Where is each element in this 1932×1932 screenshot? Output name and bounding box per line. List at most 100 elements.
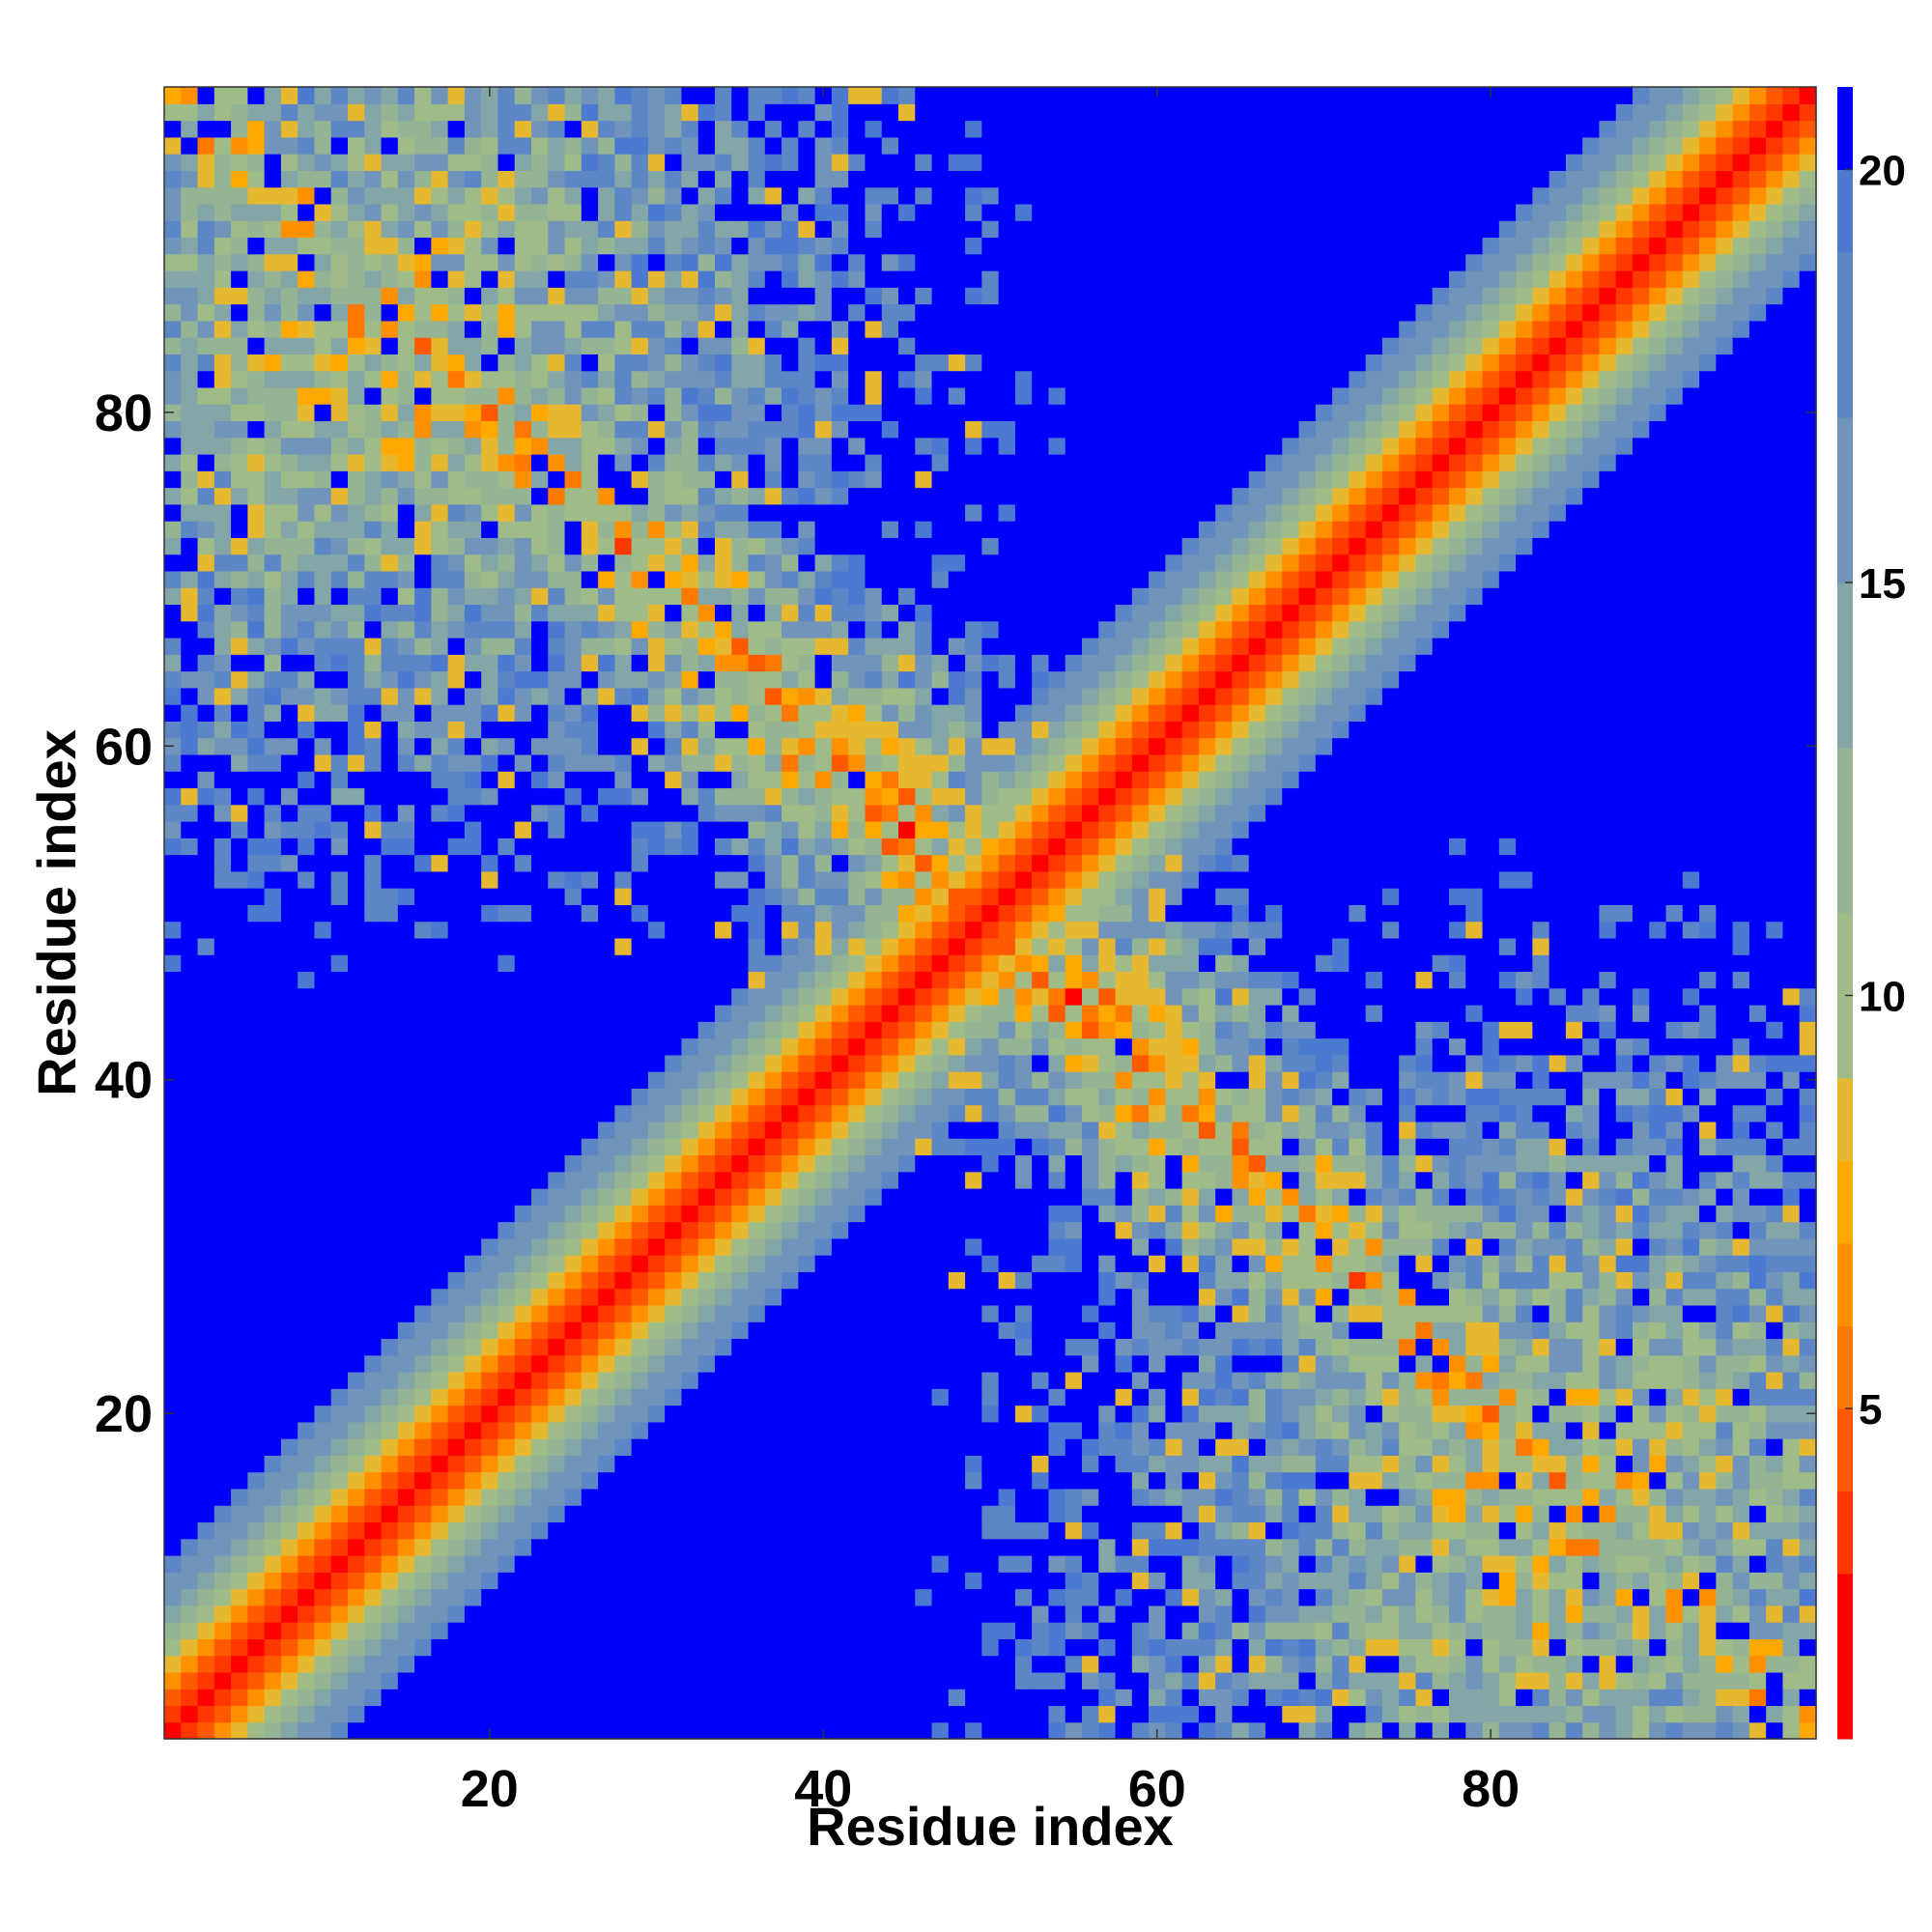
heatmap-cell (264, 804, 282, 822)
heatmap-cell (414, 521, 432, 538)
heatmap-cell (514, 437, 532, 455)
heatmap-cell (231, 186, 248, 205)
heatmap-cell (798, 170, 816, 188)
heatmap-cell (431, 154, 449, 171)
heatmap-cell (514, 337, 532, 355)
heatmap-cell (247, 654, 266, 672)
heatmap-cell (431, 454, 449, 471)
heatmap-cell (280, 1388, 298, 1406)
heatmap-cell (697, 103, 716, 122)
heatmap-cell (481, 1455, 499, 1473)
heatmap-cell (164, 1104, 182, 1122)
heatmap-cell (798, 1005, 816, 1022)
heatmap-cell (831, 1271, 849, 1290)
heatmap-cell (231, 420, 248, 439)
heatmap-cell (314, 1505, 332, 1523)
heatmap-cell (464, 838, 482, 856)
heatmap-cell (414, 1338, 432, 1356)
heatmap-cell (481, 1705, 499, 1723)
heatmap-cell (298, 1438, 316, 1456)
heatmap-cell (431, 753, 449, 772)
heatmap-cell (264, 1572, 282, 1590)
heatmap-cell (731, 154, 750, 171)
heatmap-cell (731, 287, 750, 305)
heatmap-cell (414, 638, 432, 655)
heatmap-cell (647, 937, 666, 955)
heatmap-cell (831, 1237, 849, 1256)
heatmap-cell (247, 470, 266, 489)
heatmap-cell (848, 704, 867, 722)
heatmap-cell (665, 303, 683, 322)
heatmap-cell (631, 1037, 649, 1056)
heatmap-cell (598, 1154, 615, 1173)
heatmap-cell (848, 354, 867, 372)
heatmap-cell (531, 1638, 549, 1657)
heatmap-cell (614, 1237, 633, 1256)
heatmap-cell (665, 687, 683, 705)
heatmap-cell (181, 620, 199, 639)
heatmap-cell (915, 570, 933, 588)
heatmap-cell (665, 1188, 683, 1206)
heatmap-cell (965, 870, 982, 889)
heatmap-cell (798, 1354, 816, 1373)
heatmap-cell (998, 1338, 1016, 1356)
heatmap-cell (497, 954, 516, 973)
heatmap-cell (247, 1205, 266, 1223)
heatmap-cell (931, 1372, 950, 1389)
heatmap-cell (614, 1188, 633, 1206)
heatmap-cell (564, 870, 582, 889)
heatmap-cell (397, 270, 415, 288)
heatmap-cell (898, 888, 916, 905)
heatmap-cell (447, 154, 466, 171)
heatmap-cell (798, 1438, 816, 1456)
heatmap-cell (814, 1304, 833, 1322)
heatmap-cell (548, 771, 566, 789)
heatmap-cell (881, 821, 899, 838)
heatmap-cell (715, 821, 732, 838)
heatmap-cell (431, 921, 449, 939)
heatmap-cell (181, 1705, 199, 1723)
heatmap-cell (548, 1655, 566, 1673)
heatmap-cell (447, 1037, 466, 1056)
heatmap-cell (231, 821, 248, 838)
heatmap-cell (298, 1721, 316, 1740)
heatmap-cell (481, 638, 499, 655)
heatmap-cell (447, 1071, 466, 1089)
heatmap-cell (213, 838, 232, 856)
heatmap-cell (397, 1622, 415, 1639)
heatmap-cell (814, 1405, 833, 1423)
heatmap-cell (447, 1455, 466, 1473)
heatmap-cell (681, 287, 699, 305)
heatmap-cell (397, 587, 415, 606)
heatmap-cell (164, 253, 182, 271)
heatmap-cell (614, 1372, 633, 1389)
heatmap-cell (748, 154, 766, 171)
heatmap-cell (898, 120, 916, 138)
heatmap-cell (564, 1037, 582, 1056)
heatmap-cell (364, 1138, 383, 1156)
heatmap-cell (497, 654, 516, 672)
heatmap-cell (330, 1572, 349, 1590)
heatmap-cell (447, 570, 466, 588)
heatmap-cell (381, 1622, 399, 1639)
heatmap-cell (181, 386, 199, 405)
heatmap-cell (948, 103, 966, 122)
heatmap-cell (197, 237, 215, 255)
heatmap-cell (598, 1138, 615, 1156)
heatmap-cell (814, 1271, 833, 1290)
heatmap-cell (213, 1271, 232, 1290)
heatmap-cell (598, 437, 615, 455)
heatmap-cell (898, 1388, 916, 1406)
heatmap-cell (898, 987, 916, 1006)
heatmap-cell (431, 1521, 449, 1540)
heatmap-cell (848, 1605, 867, 1623)
heatmap-cell (381, 704, 399, 722)
heatmap-cell (431, 654, 449, 672)
heatmap-cell (831, 1188, 849, 1206)
heatmap-cell (731, 1372, 750, 1389)
heatmap-cell (831, 154, 849, 171)
heatmap-cell (965, 1388, 982, 1406)
heatmap-cell (231, 888, 248, 905)
heatmap-cell (598, 1205, 615, 1223)
heatmap-cell (231, 1671, 248, 1690)
